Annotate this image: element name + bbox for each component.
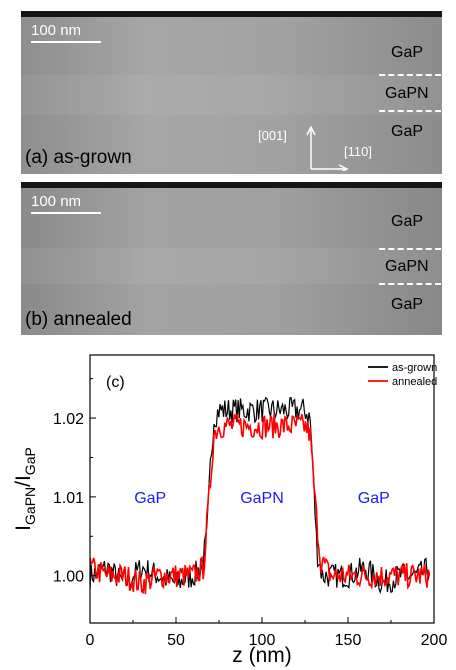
- layer-label-gapn: GaPN: [385, 85, 429, 102]
- series-line-annealed: [89, 413, 431, 595]
- layer-label-bottom-gap: GaP: [391, 123, 424, 140]
- x-tick-label: 100: [249, 632, 276, 649]
- series-layer: [89, 396, 431, 595]
- interface-line-upper: [379, 248, 441, 250]
- legend-label: annealed: [392, 376, 437, 388]
- scale-bar-label: 100 nm: [31, 22, 82, 39]
- ticks-layer: 0 50 100 150 200 1.00 1.01 1.02: [53, 378, 448, 649]
- y-label-den-sub: GaP: [22, 447, 38, 475]
- layer-label-top-gap: GaP: [391, 213, 424, 230]
- gapn-layer-band: [21, 75, 442, 115]
- interface-line-lower: [379, 110, 441, 112]
- gapn-layer-band: [21, 248, 442, 284]
- layer-label-bottom-gap: GaP: [391, 296, 424, 313]
- y-label-slash: /I: [12, 475, 35, 487]
- scale-bar-label: 100 nm: [31, 193, 82, 210]
- legend: as-grown annealed: [368, 362, 437, 388]
- crystal-axes-icon: [306, 125, 349, 171]
- interface-line-lower: [379, 283, 441, 285]
- scale-bar: 100 nm: [31, 23, 101, 43]
- x-tick-label: 0: [86, 632, 95, 649]
- scale-bar-line: [31, 41, 101, 43]
- legend-label: as-grown: [392, 362, 437, 374]
- y-axis-label: IGaPN/IGaP: [12, 447, 38, 531]
- x-tick-label: 150: [335, 632, 362, 649]
- micrograph-as-grown: 100 nm GaP GaPN GaP (a) as-grown [001] […: [21, 11, 442, 174]
- panel-label-c: (c): [106, 374, 125, 391]
- region-label: GaPN: [240, 490, 284, 507]
- layer-label-gapn: GaPN: [385, 258, 429, 275]
- direction-label-001: [001]: [258, 128, 287, 143]
- y-tick-label: 1.00: [53, 569, 84, 586]
- surface-edge: [21, 182, 442, 188]
- panel-label-a: (a) as-grown: [25, 147, 132, 168]
- layer-label-top-gap: GaP: [391, 44, 424, 61]
- scale-bar: 100 nm: [31, 194, 101, 214]
- y-tick-label: 1.02: [53, 411, 84, 428]
- region-label: GaP: [358, 490, 390, 507]
- direction-label-110: [110]: [344, 144, 372, 159]
- region-labels: GaP GaPN GaP: [134, 490, 390, 507]
- panel-label-b: (b) annealed: [25, 309, 132, 330]
- x-axis-label: z (nm): [232, 644, 292, 667]
- micrograph-annealed: 100 nm GaP GaPN GaP (b) annealed: [21, 182, 442, 335]
- y-tick-label: 1.01: [53, 490, 84, 507]
- x-tick-label: 50: [167, 632, 185, 649]
- y-label-num-sub: GaPN: [22, 487, 38, 525]
- interface-line-upper: [379, 74, 441, 76]
- y-label-main: I: [12, 525, 35, 531]
- x-tick-label: 200: [421, 632, 448, 649]
- scale-bar-line: [31, 212, 101, 214]
- region-label: GaP: [134, 490, 166, 507]
- surface-edge: [21, 11, 442, 17]
